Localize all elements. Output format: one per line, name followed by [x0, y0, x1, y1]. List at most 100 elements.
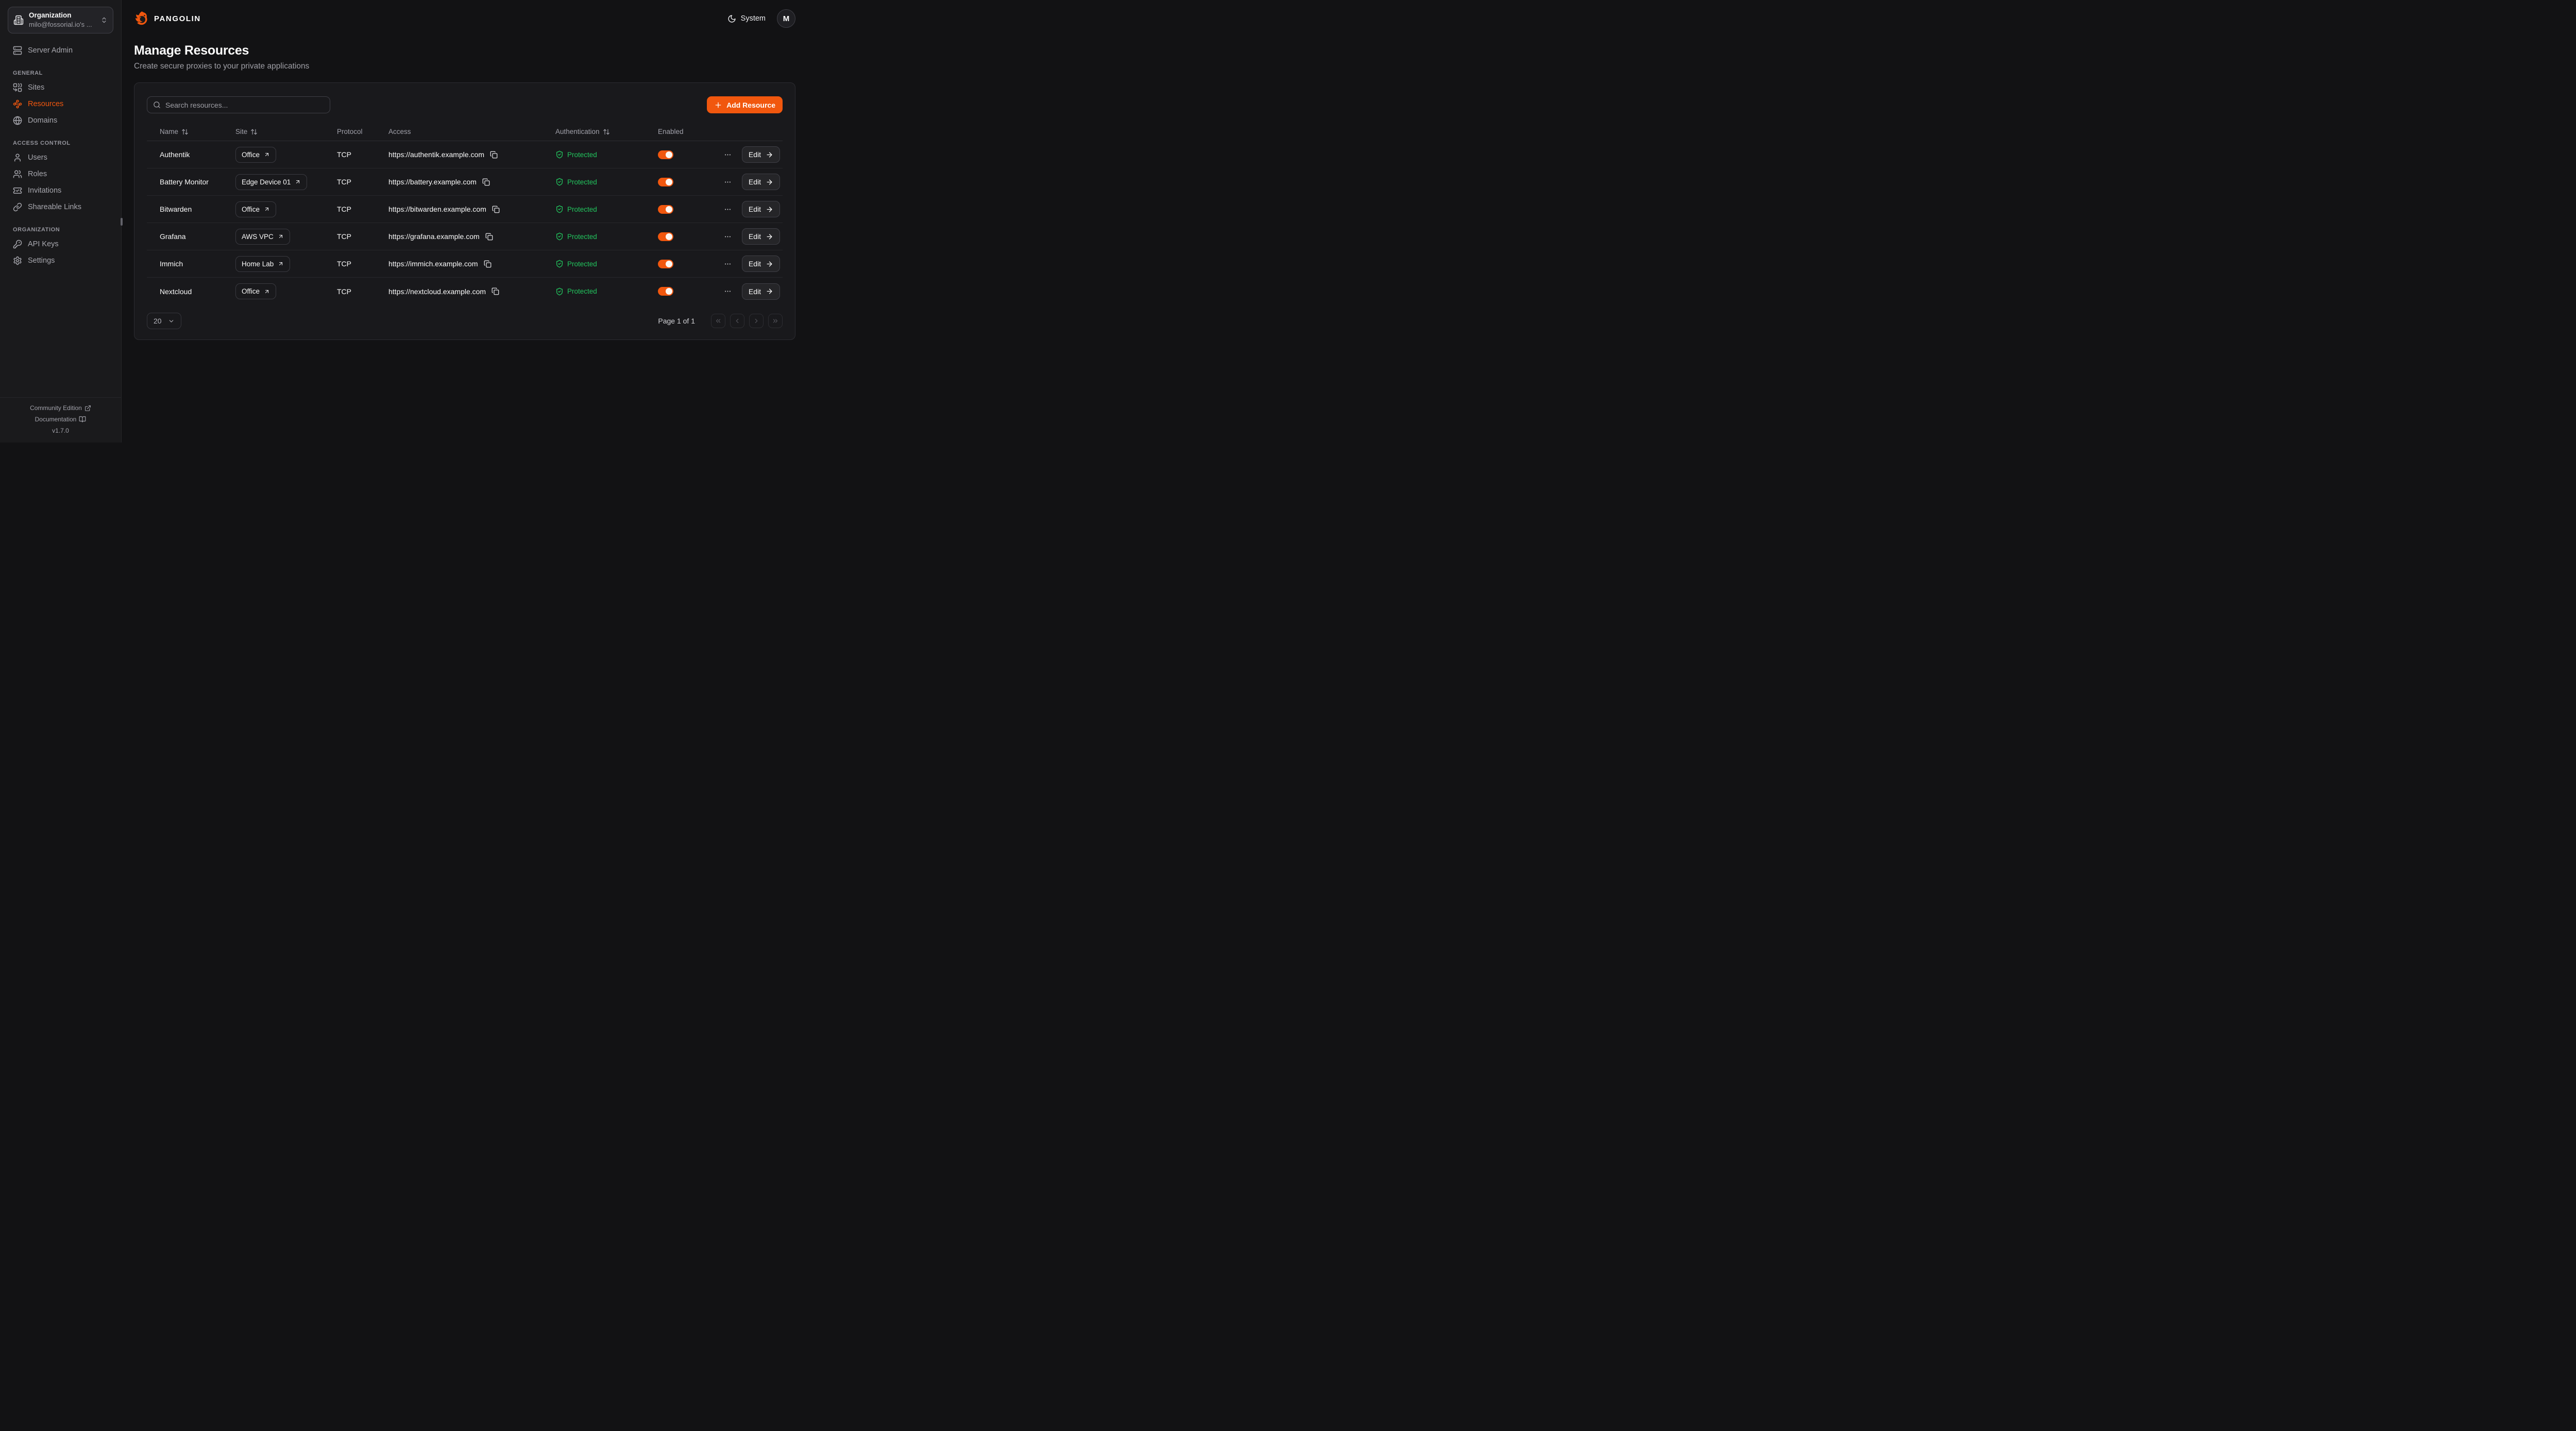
resource-name: Grafana [160, 232, 186, 241]
row-menu-button[interactable] [723, 258, 733, 270]
community-edition-link[interactable]: Community Edition [0, 402, 121, 414]
protocol: TCP [337, 260, 351, 268]
organization-selector[interactable]: Organization milo@fossorial.io's ... [8, 7, 113, 33]
next-page-button[interactable] [749, 314, 764, 328]
row-menu-button[interactable] [723, 231, 733, 243]
building-icon [13, 15, 24, 25]
resources-card: Add Resource Name Site Protocol [134, 82, 795, 340]
sidebar-item-shareable-links[interactable]: Shareable Links [8, 199, 113, 215]
previous-page-button[interactable] [730, 314, 744, 328]
row-menu-button[interactable] [723, 285, 733, 297]
copy-url-button[interactable] [483, 259, 493, 269]
access-url: https://bitwarden.example.com [388, 205, 486, 213]
authentication-cell: Protected [555, 260, 658, 268]
table-header-row: Name Site Protocol Access Authenticati [147, 123, 783, 141]
first-page-button[interactable] [711, 314, 725, 328]
auth-status: Protected [567, 205, 597, 213]
user-icon [13, 153, 22, 162]
sidebar-item-roles[interactable]: Roles [8, 166, 113, 182]
add-resource-button[interactable]: Add Resource [707, 96, 783, 113]
sidebar-item-settings[interactable]: Settings [8, 252, 113, 269]
edit-button[interactable]: Edit [741, 174, 780, 190]
row-menu-button[interactable] [723, 203, 733, 215]
column-header-name[interactable]: Name [147, 128, 235, 135]
edit-button[interactable]: Edit [741, 146, 780, 163]
site-link-button[interactable]: Office [235, 283, 277, 299]
edit-button[interactable]: Edit [741, 228, 780, 245]
enabled-toggle[interactable] [658, 287, 673, 296]
row-menu-button[interactable] [723, 176, 733, 188]
authentication-cell: Protected [555, 287, 658, 296]
section-title: ORGANIZATION [13, 227, 60, 233]
ticket-check-icon [13, 186, 22, 195]
site-link-button[interactable]: AWS VPC [235, 228, 290, 245]
access-url: https://authentik.example.com [388, 150, 484, 159]
actions-cell: Edit [720, 255, 783, 272]
pangolin-logo-icon [134, 11, 149, 26]
enabled-cell [658, 177, 720, 186]
access-url: https://immich.example.com [388, 260, 478, 268]
sidebar-section-general: GENERAL Sites Resources [8, 70, 113, 129]
enabled-toggle[interactable] [658, 177, 673, 186]
enabled-toggle[interactable] [658, 232, 673, 241]
site-link-button[interactable]: Office [235, 146, 277, 163]
site-link-button[interactable]: Home Lab [235, 255, 291, 272]
sidebar-item-server-admin[interactable]: Server Admin [8, 42, 113, 59]
globe-icon [13, 116, 22, 125]
site-cell: AWS VPC [235, 228, 337, 245]
column-label: Enabled [658, 128, 684, 135]
table-row: Authentik Office TCP https://authentik.e… [147, 141, 783, 168]
user-avatar[interactable]: M [777, 9, 795, 28]
sidebar-item-users[interactable]: Users [8, 149, 113, 166]
row-menu-button[interactable] [723, 149, 733, 161]
pager-controls: Page 1 of 1 [658, 314, 783, 328]
page-title: Manage Resources [134, 43, 249, 58]
sidebar-item-resources[interactable]: Resources [8, 96, 113, 112]
site-link-button[interactable]: Edge Device 01 [235, 174, 308, 190]
sidebar-item-invitations[interactable]: Invitations [8, 182, 113, 199]
search-input[interactable] [165, 100, 324, 109]
key-icon [13, 240, 22, 249]
column-label: Protocol [337, 128, 363, 135]
authentication-cell: Protected [555, 150, 658, 159]
enabled-cell [658, 205, 720, 214]
enabled-toggle[interactable] [658, 205, 673, 214]
search-icon [153, 101, 161, 109]
edit-button[interactable]: Edit [741, 255, 780, 272]
pagination-bar: 20 Page 1 of 1 [147, 313, 783, 329]
column-header-authentication[interactable]: Authentication [555, 128, 658, 135]
top-bar: PANGOLIN System M [122, 0, 808, 37]
toggle-knob [666, 151, 672, 158]
arrow-up-right-icon [278, 261, 284, 267]
last-page-button[interactable] [768, 314, 783, 328]
arrow-up-right-icon [264, 151, 270, 158]
sidebar-nav: Server Admin GENERAL Sites Resources [0, 33, 121, 269]
authentication-cell: Protected [555, 232, 658, 241]
enabled-toggle[interactable] [658, 259, 673, 268]
theme-selector[interactable]: System [727, 14, 766, 23]
page-size-select[interactable]: 20 [147, 313, 181, 329]
table-row: Nextcloud Office TCP https://nextcloud.e… [147, 278, 783, 305]
edit-label: Edit [748, 150, 761, 159]
sidebar-resize-handle[interactable] [120, 218, 123, 226]
toggle-knob [666, 288, 672, 295]
documentation-link[interactable]: Documentation [0, 414, 121, 425]
copy-url-button[interactable] [484, 232, 494, 242]
copy-url-button[interactable] [490, 286, 500, 296]
copy-url-button[interactable] [481, 177, 491, 187]
sidebar-item-api-keys[interactable]: API Keys [8, 236, 113, 252]
edit-button[interactable]: Edit [741, 201, 780, 217]
site-link-button[interactable]: Office [235, 201, 277, 217]
sidebar-item-sites[interactable]: Sites [8, 79, 113, 96]
sidebar-item-label: Resources [28, 100, 64, 108]
column-header-site[interactable]: Site [235, 128, 337, 135]
edit-button[interactable]: Edit [741, 283, 780, 300]
sidebar-item-domains[interactable]: Domains [8, 112, 113, 129]
column-label: Access [388, 128, 411, 135]
copy-url-button[interactable] [489, 150, 499, 160]
site-cell: Office [235, 146, 337, 163]
gear-icon [13, 256, 22, 265]
copy-url-button[interactable] [491, 205, 501, 214]
documentation-label: Documentation [35, 416, 77, 423]
enabled-toggle[interactable] [658, 150, 673, 159]
